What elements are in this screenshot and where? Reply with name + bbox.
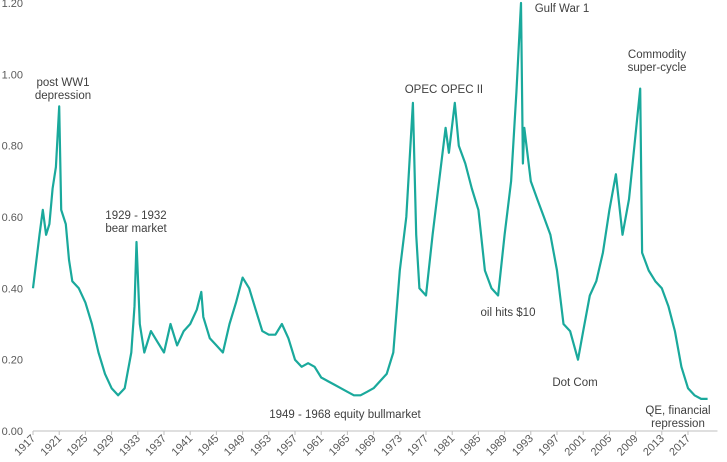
x-tick-label: 1929 bbox=[91, 433, 117, 459]
x-tick-label: 1977 bbox=[405, 433, 431, 459]
x-tick-label: 1933 bbox=[117, 433, 143, 459]
x-tick-label: 2009 bbox=[615, 433, 641, 459]
x-tick-label: 1993 bbox=[510, 433, 536, 459]
annotation: 1929 - 1932 bbox=[105, 210, 166, 222]
y-tick-label: 0.80 bbox=[2, 141, 23, 153]
annotation: oil hits $10 bbox=[481, 307, 536, 319]
x-tick-label: 2001 bbox=[563, 433, 589, 459]
x-tick-label: 1969 bbox=[353, 433, 379, 459]
x-tick-label: 2005 bbox=[589, 433, 615, 459]
line bbox=[31, 1, 708, 400]
x-tick-label: 2017 bbox=[667, 433, 693, 459]
annotation: bear market bbox=[105, 223, 167, 235]
annotation: Dot Com bbox=[552, 377, 597, 389]
x-tick-label: 1945 bbox=[196, 433, 222, 459]
y-tick-label: 0.20 bbox=[2, 355, 23, 367]
annotation: repression bbox=[651, 418, 705, 430]
annotation: depression bbox=[35, 90, 91, 102]
y-tick-label: 0.40 bbox=[2, 283, 23, 295]
x-tick-label: 2013 bbox=[641, 433, 667, 459]
x-tick-label: 1925 bbox=[65, 433, 91, 459]
x-tick-label: 1961 bbox=[301, 433, 327, 459]
x-tick-label: 1997 bbox=[536, 433, 562, 459]
x-tick-label: 1953 bbox=[248, 433, 274, 459]
y-tick-label: 1.20 bbox=[2, 0, 23, 10]
annotation: post WW1 bbox=[36, 77, 89, 89]
y-tick-label: 0.00 bbox=[2, 426, 23, 438]
x-tick-label: 1949 bbox=[222, 433, 248, 459]
x-tick-label: 1981 bbox=[432, 433, 458, 459]
x-tick-label: 1957 bbox=[274, 433, 300, 459]
annotation: 1949 - 1968 equity bullmarket bbox=[269, 409, 421, 421]
x-tick-label: 1989 bbox=[484, 433, 510, 459]
annotation: OPEC II bbox=[441, 84, 483, 96]
x-tick-label: 1973 bbox=[379, 433, 405, 459]
annotation: super-cycle bbox=[628, 62, 687, 74]
annotation: Commodity bbox=[628, 49, 686, 61]
x-tick-label: 1985 bbox=[458, 433, 484, 459]
annotation: QE, financial bbox=[645, 405, 710, 417]
x-tick-label: 1937 bbox=[143, 433, 169, 459]
annotation: Gulf War 1 bbox=[535, 3, 590, 15]
annotation: OPEC bbox=[405, 84, 438, 96]
x-tick-label: 1921 bbox=[39, 433, 65, 459]
y-tick-label: 0.60 bbox=[2, 212, 23, 224]
x-tick-label: 1941 bbox=[170, 433, 196, 459]
y-tick-label: 1.00 bbox=[2, 69, 23, 81]
x-tick-label: 1965 bbox=[327, 433, 353, 459]
